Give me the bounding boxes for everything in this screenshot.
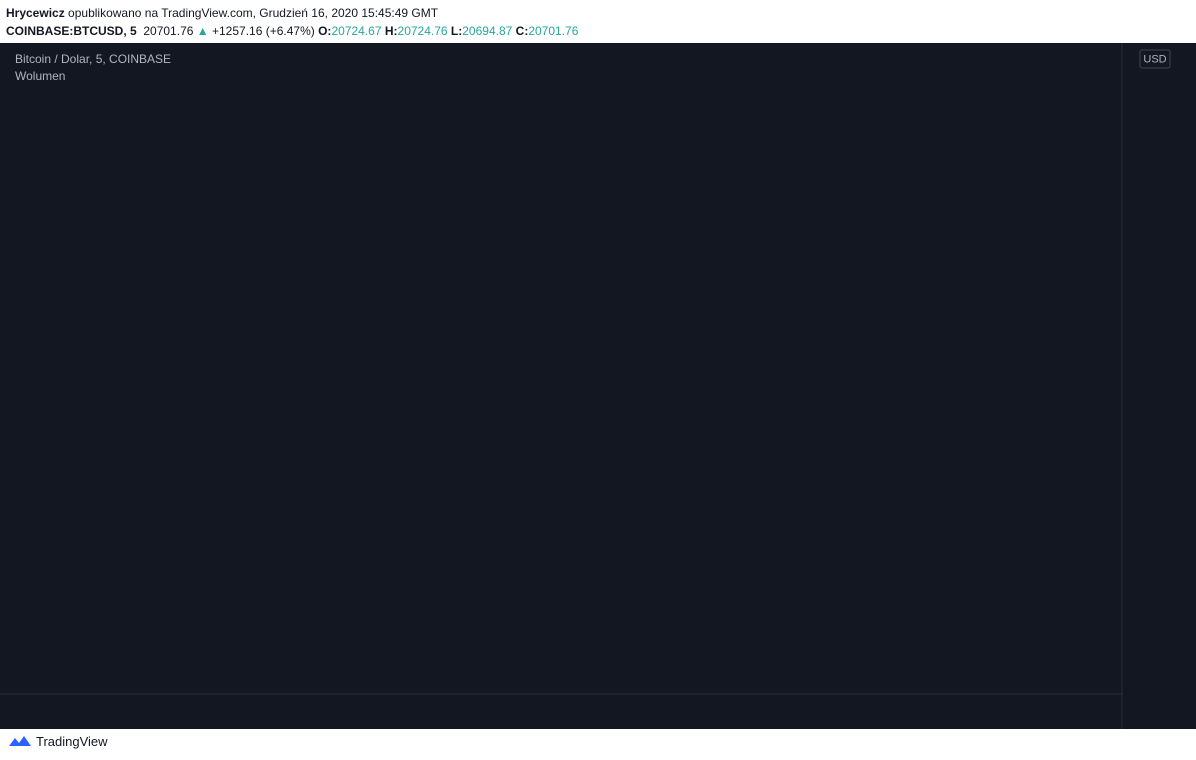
published: opublikowano na TradingView.com, Grudzie… xyxy=(68,6,439,20)
footer: TradingView xyxy=(8,733,108,749)
header-line-2: COINBASE:BTCUSD, 5 20701.76 ▲ +1257.16 (… xyxy=(6,22,578,40)
ohlc-label: L: xyxy=(450,24,463,38)
author: Hrycewicz xyxy=(6,6,65,20)
header: Hrycewicz opublikowano na TradingView.co… xyxy=(6,4,578,40)
currency[interactable]: USD xyxy=(1143,53,1166,65)
volume-label: Wolumen xyxy=(15,69,65,83)
chart-title: Bitcoin / Dolar, 5, COINBASE xyxy=(15,52,171,66)
ohlc-value: 20724.67 xyxy=(331,24,382,38)
ohlc-value: 20694.87 xyxy=(462,24,513,38)
chart-background xyxy=(0,43,1196,729)
symbol: COINBASE:BTCUSD, 5 xyxy=(6,24,137,38)
currency-button[interactable] xyxy=(1139,49,1171,69)
ohlc-label: O: xyxy=(318,24,332,38)
ohlc-value: 20701.76 xyxy=(528,24,579,38)
last: 20701.76 xyxy=(143,24,194,38)
ohlc-label: C: xyxy=(515,24,529,38)
header-line-1: Hrycewicz opublikowano na TradingView.co… xyxy=(6,4,578,22)
ohlc-value: 20724.76 xyxy=(397,24,448,38)
brand: TradingView xyxy=(36,733,108,749)
change-arrow: ▲ xyxy=(196,24,209,38)
logo xyxy=(9,736,31,746)
ohlc-label: H: xyxy=(384,24,398,38)
logo-shape xyxy=(9,736,31,746)
change: +1257.16 (+6.47%) xyxy=(212,24,315,38)
